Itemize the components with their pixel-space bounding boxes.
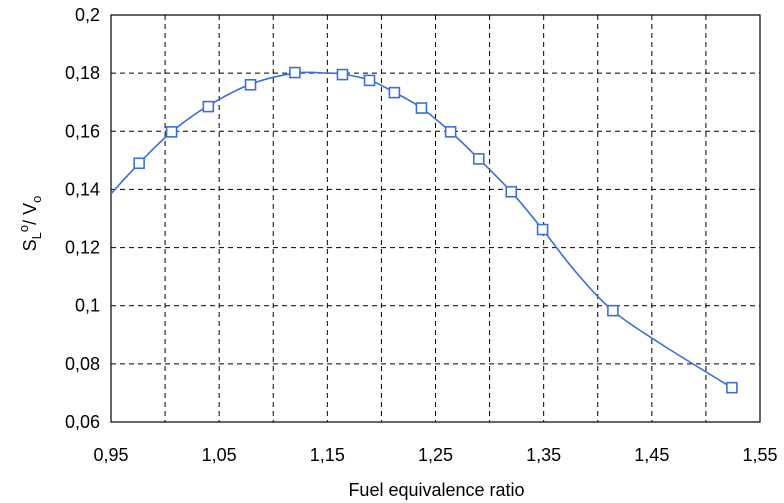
data-point-marker: [388, 86, 401, 99]
data-point-marker: [444, 126, 457, 138]
data-point-marker: [505, 185, 518, 198]
data-point-marker: [415, 102, 428, 114]
y-axis-title-sub: L: [29, 232, 44, 239]
data-point-marker: [336, 68, 349, 81]
x-tick-label: 1,35: [526, 445, 561, 465]
x-tick-label: 1,15: [310, 445, 345, 465]
y-tick-label: 0,2: [75, 5, 100, 25]
fit-curve: [110, 71, 733, 389]
data-point-marker: [472, 153, 485, 165]
y-tick-label: 0,06: [65, 412, 100, 432]
x-tick-label: 1,05: [202, 445, 237, 465]
y-tick-label: 0,14: [65, 179, 100, 199]
y-tick-label: 0,08: [65, 354, 100, 374]
data-point-marker: [133, 157, 145, 170]
plot-area-frame: [110, 14, 761, 423]
data-point-marker: [363, 74, 376, 87]
y-tick-label: 0,16: [65, 121, 100, 141]
y-axis-title-rest-sub: o: [29, 196, 44, 203]
y-axis-title-rest: / V: [20, 203, 40, 225]
data-point-marker: [536, 223, 549, 236]
y-axis-title-sup: o: [16, 225, 31, 232]
x-tick-label: 1,55: [742, 445, 777, 465]
x-axis-ticks: 0,95 1,05 1,15 1,25 1,35 1,45 1,55: [93, 445, 777, 465]
x-tick-label: 1,25: [418, 445, 453, 465]
x-axis-title: Fuel equivalence ratio: [348, 480, 524, 500]
data-markers: [133, 66, 738, 394]
data-point-marker: [726, 381, 738, 394]
y-tick-label: 0,1: [75, 296, 100, 316]
data-point-marker: [244, 78, 257, 91]
y-tick-label: 0,18: [65, 63, 100, 83]
x-tick-label: 1,45: [634, 445, 669, 465]
data-point-marker: [607, 304, 619, 317]
y-tick-label: 0,12: [65, 238, 100, 258]
y-axis-ticks: 0,06 0,08 0,1 0,12 0,14 0,16 0,18 0,2: [65, 5, 100, 432]
grid: [111, 15, 760, 422]
data-point-marker: [202, 100, 215, 113]
y-axis-title: SLo/ Vo: [16, 196, 44, 252]
data-point-marker: [289, 66, 301, 79]
data-point-marker: [165, 126, 178, 138]
x-tick-label: 0,95: [93, 445, 128, 465]
y-axis-title-main: S: [20, 239, 40, 251]
